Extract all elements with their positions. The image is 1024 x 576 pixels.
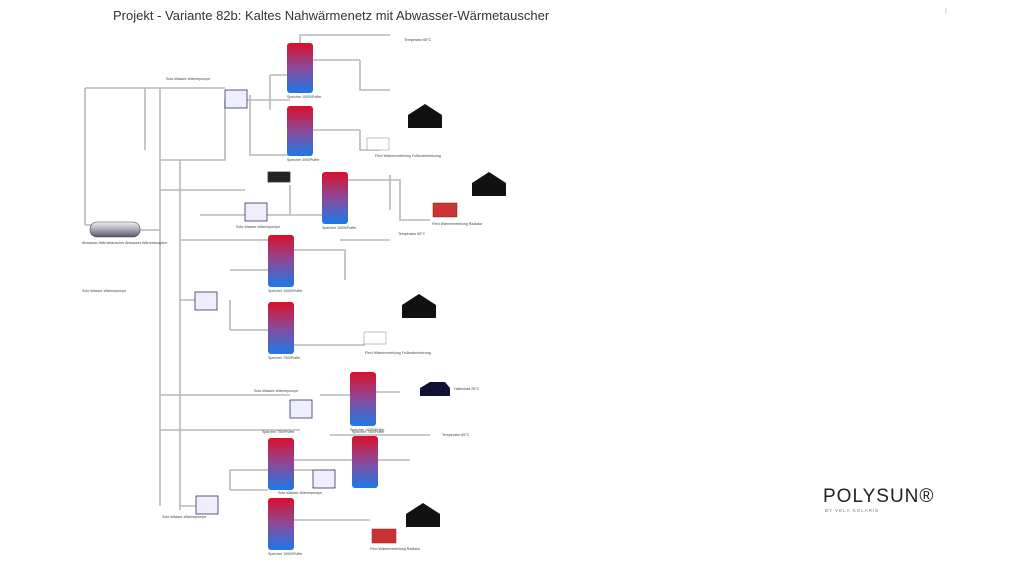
node-label: Hallenbad 25°C — [454, 387, 480, 391]
node-label: Sole-Wasser-Wärmepumpe — [236, 225, 280, 229]
node-label: Flexi Wärmeverteilung Radiator — [370, 547, 421, 551]
node-label: Speicher 300l/Puffer — [287, 158, 320, 162]
node-label: Sole-Wasser-Wärmepumpe — [166, 77, 210, 81]
node-label: Speicher 750l/Puffer — [262, 430, 295, 434]
node-label: Flexi Wärmeverteilung Radiator — [432, 222, 483, 226]
boiler — [267, 171, 291, 183]
house — [408, 104, 442, 128]
floor-heating — [363, 331, 387, 345]
node-label: Flexi Wärmeverteilung Fußbodenheizung — [375, 154, 441, 158]
tank — [268, 438, 294, 490]
tank — [352, 436, 378, 488]
logo: POLYSUN® — [823, 486, 934, 507]
labels: Abwasser-Wärmetauscher Abwasser-Wärmetau… — [82, 38, 483, 556]
node-label: Sole-Wasser-Wärmepumpe — [254, 389, 298, 393]
tank — [287, 106, 313, 156]
tank — [268, 235, 294, 287]
node-label: Speicher 1000l/Puffer — [287, 95, 322, 99]
heat-pump — [289, 399, 313, 419]
heat-pump — [224, 89, 248, 109]
node-label: Speicher 750l/Puffer — [352, 430, 385, 434]
heat-pump — [244, 202, 268, 222]
node-label: Temperatur 65°C — [442, 433, 470, 437]
tank — [287, 43, 313, 93]
logo-tagline: BY VELA SOLARIS — [825, 508, 879, 513]
node-label: Temperatur 65°C — [398, 232, 426, 236]
node-label: Speicher 1000l/Puffer — [322, 226, 357, 230]
heat-pump — [312, 469, 336, 489]
floor-heating — [366, 137, 390, 151]
radiator — [432, 202, 458, 218]
tank — [350, 372, 376, 426]
tank — [268, 498, 294, 550]
pool — [420, 382, 450, 396]
node-label: Abwasser-Wärmetauscher Abwasser-Wärmetau… — [82, 241, 168, 245]
node-label: Speicher 1000l/Puffer — [268, 552, 303, 556]
node-label: Sole-Wasser-Wärmepumpe — [162, 515, 206, 519]
pipes — [84, 34, 430, 521]
heat-pump — [194, 291, 218, 311]
node-label: Sole-Wasser-Wärmepumpe — [278, 491, 322, 495]
house — [472, 172, 506, 196]
heat-exchanger — [89, 221, 141, 238]
node-label: Flexi Wärmeverteilung Fußbodenheizung — [365, 351, 431, 355]
houses — [402, 104, 506, 527]
node-label: Temperatur 65°C — [404, 38, 432, 42]
house — [406, 503, 440, 527]
heat-pump — [195, 495, 219, 515]
tank — [268, 302, 294, 354]
radiator — [371, 528, 397, 544]
radiators — [363, 137, 458, 544]
title: Projekt - Variante 82b: Kaltes Nahwärmen… — [113, 8, 550, 23]
node-label: Sole-Wasser-Wärmepumpe — [82, 289, 126, 293]
node-label: Speicher 1000l/Puffer — [350, 428, 385, 432]
heat-pumps — [194, 89, 336, 515]
tank — [322, 172, 348, 224]
node-label: Speicher 750l/Puffer — [268, 356, 301, 360]
tanks — [268, 43, 378, 550]
node-label: Speicher 1000l/Puffer — [268, 289, 303, 293]
house — [402, 294, 436, 318]
